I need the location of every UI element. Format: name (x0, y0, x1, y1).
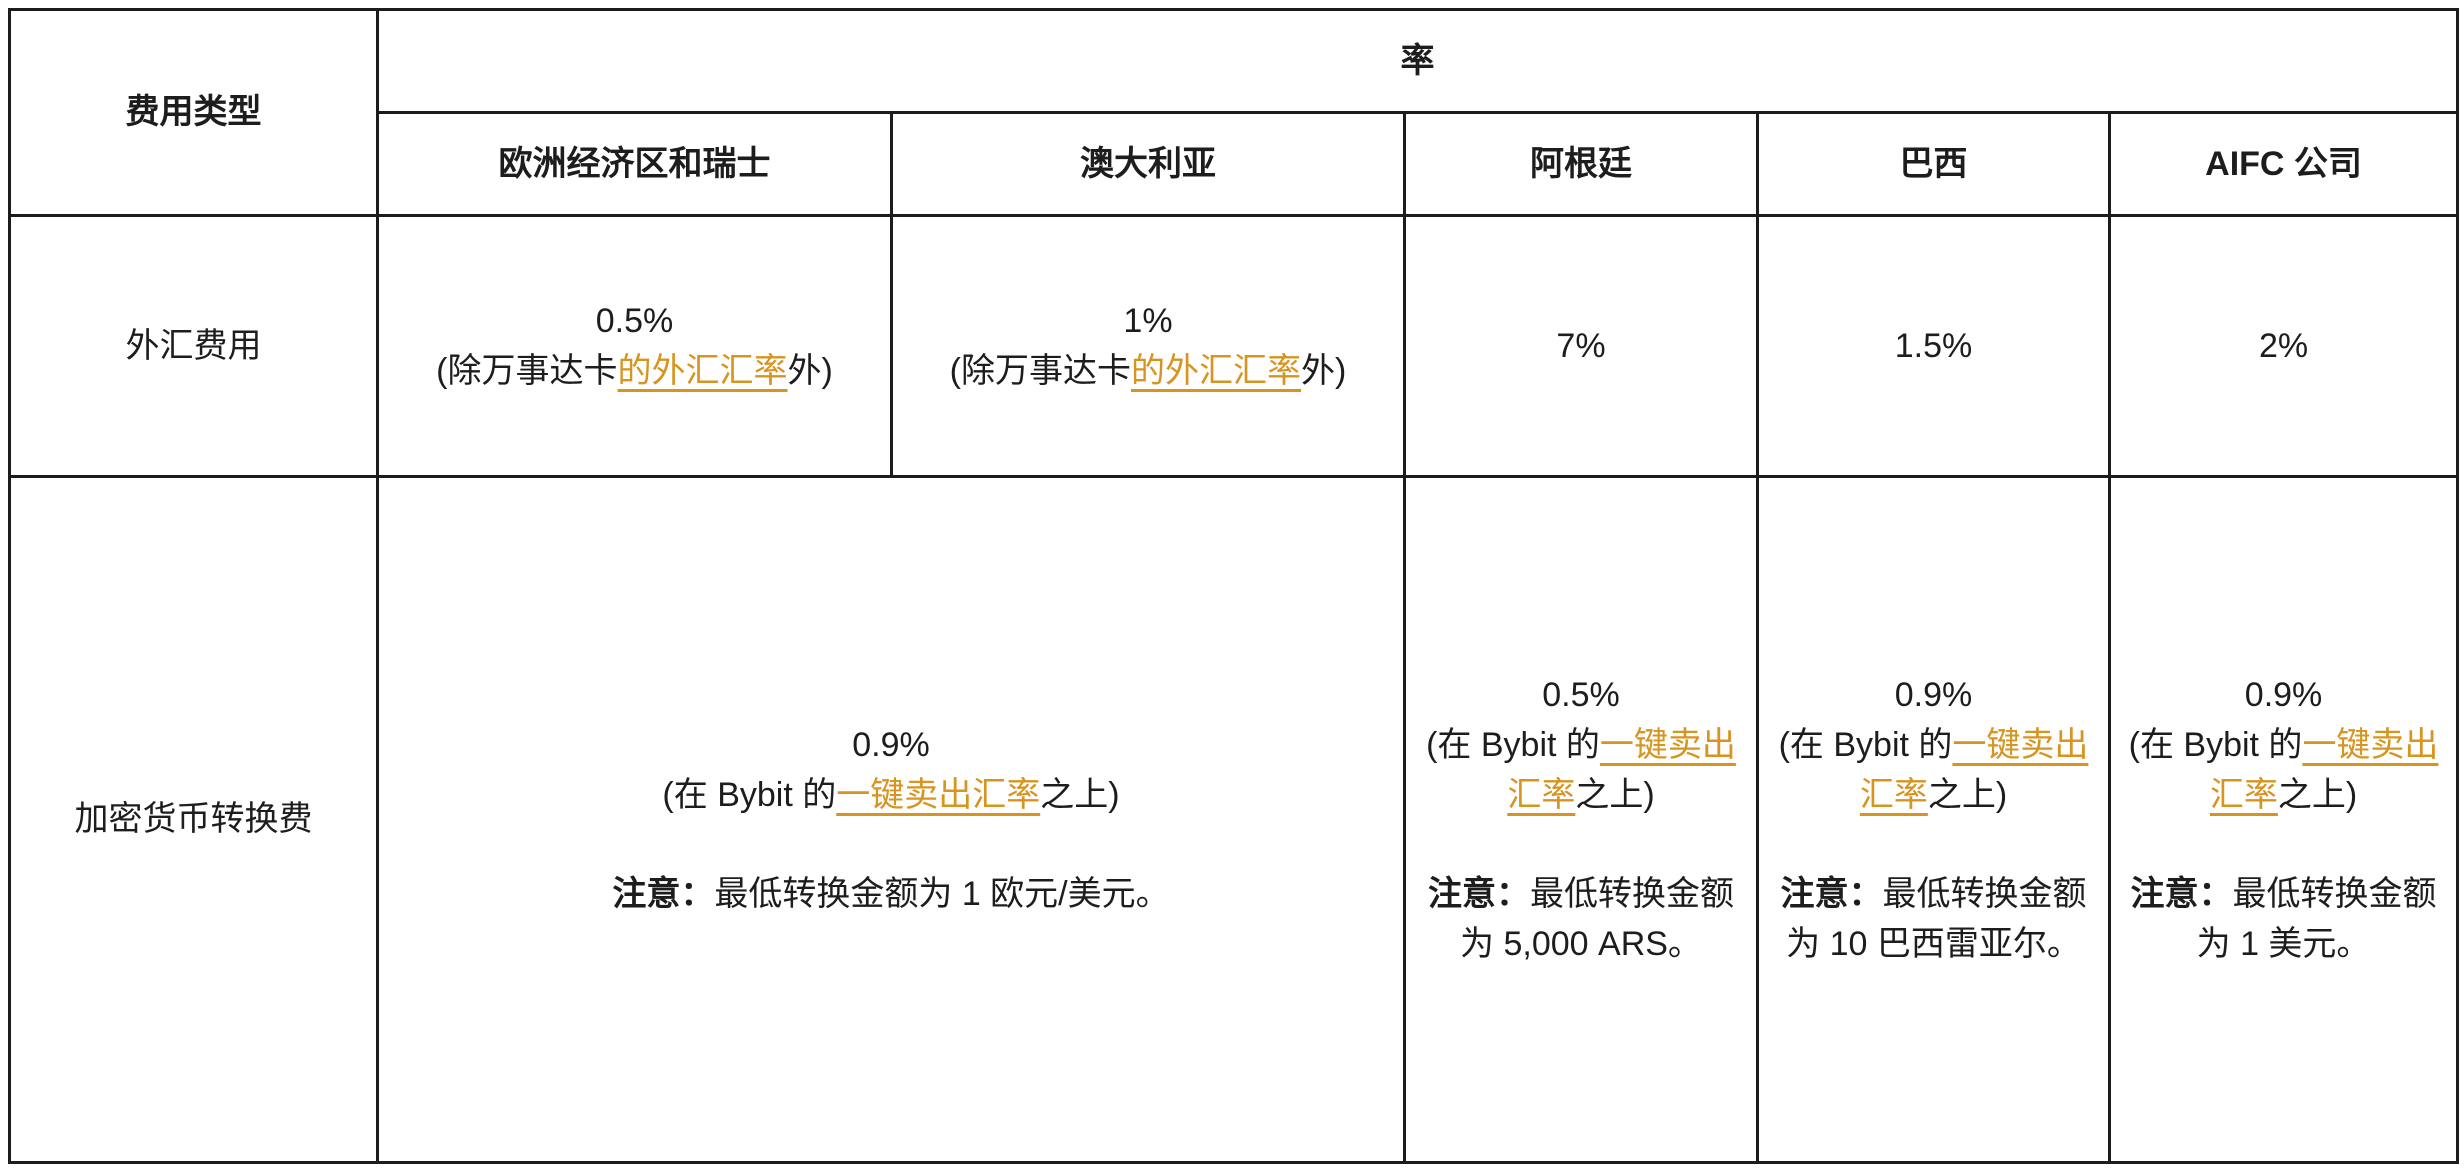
desc-text: 外) (787, 352, 833, 390)
fx-fee-arg-cell: 7% (1403, 214, 1759, 478)
header-region-eea: 欧洲经济区和瑞士 (376, 111, 893, 217)
crypto-fee-aifc-note: 注意：最低转换金额为 1 美元。 (2123, 869, 2444, 970)
note-label: 注意： (1780, 874, 1883, 913)
crypto-fee-aifc-rate: 0.9% (2244, 675, 2323, 714)
one-click-sell-rate-link-bra[interactable]: 一键卖出汇率 (1859, 726, 2089, 815)
fx-fee-bra-cell: 1.5% (1756, 214, 2111, 478)
fx-fee-aus-desc: (除万事达卡的外汇汇率外) (905, 346, 1391, 396)
row-label-crypto-conversion-fee: 加密货币转换费 (8, 475, 379, 1164)
one-click-sell-rate-link-aifc[interactable]: 一键卖出汇率 (2209, 726, 2439, 815)
crypto-fee-arg-desc: (在 Bybit 的一键卖出汇率之上) (1418, 720, 1744, 821)
desc-text: 之上) (1040, 776, 1120, 815)
note-label: 注意： (612, 874, 715, 913)
fx-rate-link-aus[interactable]: 的外汇汇率 (1131, 352, 1301, 390)
note-text: 最低转换金额为 1 美元。 (2196, 874, 2437, 963)
desc-text: 之上) (1927, 776, 2008, 815)
desc-text: (在 Bybit 的 (1778, 726, 1953, 765)
crypto-fee-eea-aus-cell: 0.9% (在 Bybit 的一键卖出汇率之上) 注意：最低转换金额为 1 欧元… (376, 475, 1406, 1164)
note-text: 最低转换金额为 10 巴西雷亚尔。 (1786, 874, 2087, 963)
fee-table: 费用类型 率 欧洲经济区和瑞士 澳大利亚 阿根廷 巴西 AIFC 公司 外汇费用… (8, 8, 2460, 1164)
crypto-fee-bra-cell: 0.9% (在 Bybit 的一键卖出汇率之上) 注意：最低转换金额为 10 巴… (1756, 475, 2111, 1164)
row-label-fx-fee: 外汇费用 (8, 214, 379, 478)
fx-rate-link-eea[interactable]: 的外汇汇率 (617, 352, 788, 390)
header-rate: 率 (375, 8, 2460, 114)
crypto-fee-bra-note: 注意：最低转换金额为 10 巴西雷亚尔。 (1771, 869, 2096, 970)
desc-text: (在 Bybit 的 (2128, 726, 2303, 765)
header-fee-type: 费用类型 (8, 8, 379, 217)
crypto-fee-arg-note: 注意：最低转换金额为 5,000 ARS。 (1418, 869, 1744, 970)
desc-text: (在 Bybit 的 (662, 776, 837, 815)
desc-text: 之上) (2277, 776, 2358, 815)
fx-fee-eea-cell: 0.5% (除万事达卡的外汇汇率外) (376, 214, 893, 478)
note-label: 注意： (2130, 874, 2233, 913)
header-region-aus: 澳大利亚 (890, 111, 1406, 217)
header-region-aifc: AIFC 公司 (2107, 111, 2460, 217)
header-region-arg: 阿根廷 (1403, 111, 1759, 217)
note-label: 注意： (1428, 874, 1530, 913)
fx-fee-aus-cell: 1% (除万事达卡的外汇汇率外) (890, 214, 1406, 478)
one-click-sell-rate-link-arg[interactable]: 一键卖出汇率 (1507, 726, 1736, 815)
desc-text: (除万事达卡 (436, 352, 618, 390)
desc-text: (在 Bybit 的 (1426, 726, 1600, 765)
crypto-fee-eea-aus-note: 注意：最低转换金额为 1 欧元/美元。 (391, 869, 1391, 919)
desc-text: 外) (1301, 352, 1347, 390)
crypto-fee-eea-aus-rate: 0.9% (852, 726, 930, 765)
desc-text: (除万事达卡 (949, 352, 1131, 390)
one-click-sell-rate-link-eea-aus[interactable]: 一键卖出汇率 (836, 776, 1041, 815)
fee-table-container: 费用类型 率 欧洲经济区和瑞士 澳大利亚 阿根廷 巴西 AIFC 公司 外汇费用… (8, 8, 2460, 1164)
desc-text: 之上) (1575, 776, 1655, 815)
header-region-bra: 巴西 (1756, 111, 2111, 217)
crypto-fee-arg-rate: 0.5% (1542, 675, 1620, 714)
fx-fee-aifc-cell: 2% (2107, 214, 2460, 478)
note-text: 最低转换金额为 1 欧元/美元。 (714, 874, 1170, 913)
crypto-fee-arg-cell: 0.5% (在 Bybit 的一键卖出汇率之上) 注意：最低转换金额为 5,00… (1403, 475, 1759, 1164)
crypto-fee-aifc-desc: (在 Bybit 的一键卖出汇率之上) (2123, 720, 2444, 821)
crypto-fee-eea-aus-desc: (在 Bybit 的一键卖出汇率之上) (391, 770, 1391, 820)
fx-fee-aus-rate: 1% (1123, 301, 1173, 340)
crypto-fee-aifc-cell: 0.9% (在 Bybit 的一键卖出汇率之上) 注意：最低转换金额为 1 美元… (2107, 475, 2460, 1164)
crypto-fee-bra-desc: (在 Bybit 的一键卖出汇率之上) (1771, 720, 2096, 821)
fx-fee-eea-desc: (除万事达卡的外汇汇率外) (391, 346, 878, 396)
note-text: 最低转换金额为 5,000 ARS。 (1460, 874, 1734, 963)
fx-fee-eea-rate: 0.5% (595, 301, 674, 340)
crypto-fee-bra-rate: 0.9% (1894, 675, 1973, 714)
